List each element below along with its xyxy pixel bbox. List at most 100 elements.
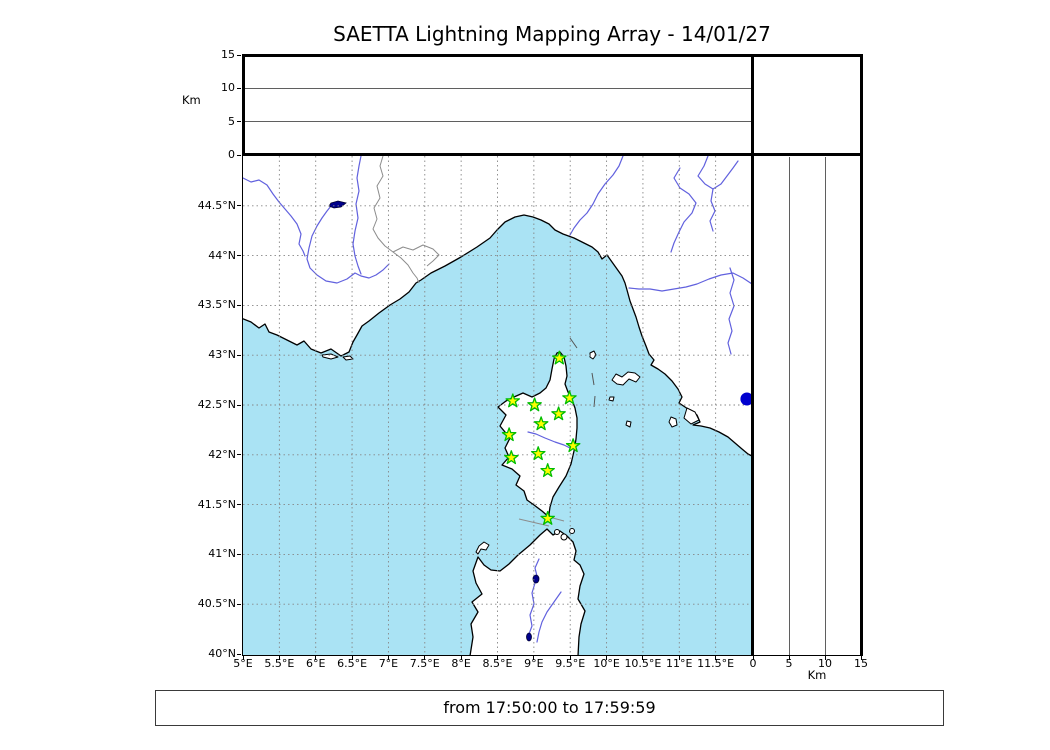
lon-tick: [315, 656, 317, 660]
lat-tick: [237, 454, 241, 456]
lat-tick: [237, 404, 241, 406]
lat-tick-label: 42°N: [208, 447, 236, 461]
altitude-tick-label: 10: [221, 81, 235, 95]
lon-tick-label: 9.5°E: [555, 657, 586, 670]
altitude-right-tick-label: 15: [854, 657, 868, 670]
top-panel-gridline-5km: [245, 121, 751, 122]
sardinia-island: [469, 528, 586, 655]
maddalena-island: [554, 529, 560, 535]
lon-tick: [606, 656, 608, 660]
altitude-tick: [237, 87, 241, 89]
lon-tick: [351, 656, 353, 660]
time-range-text: from 17:50:00 to 17:59:59: [443, 698, 656, 717]
lat-tick-label: 41°N: [208, 547, 236, 561]
lat-tick-label: 43.5°N: [197, 298, 236, 312]
lon-tick-label: 10.5°E: [624, 657, 662, 670]
station-marker: [504, 450, 519, 465]
top-panel-gridline-10km: [245, 88, 751, 89]
lat-tick-label: 40°N: [208, 647, 236, 660]
lon-tick: [642, 656, 644, 660]
lon-tick: [569, 656, 571, 660]
station-marker: [527, 397, 542, 412]
lon-tick-label: 11.5°E: [697, 657, 735, 670]
lon-tick-label: 7.5°E: [409, 657, 440, 670]
altitude-right-tick: [788, 656, 790, 660]
lon-tick: [278, 656, 280, 660]
altitude-tick-label: 0: [228, 148, 235, 161]
lat-tick: [237, 304, 241, 306]
lat-tick: [237, 553, 241, 555]
argentario-peninsula: [683, 407, 700, 425]
altitude-right-unit-label: Km: [807, 668, 827, 682]
lat-tick: [237, 205, 241, 207]
lightning-event-layer: [740, 392, 752, 406]
frame-mid: [242, 153, 863, 156]
map-left-axis: [242, 156, 243, 656]
lat-tick: [237, 603, 241, 605]
lon-tick: [242, 656, 244, 660]
frame-divider: [751, 54, 754, 656]
right-panel-gridline-10km: [825, 157, 826, 655]
lat-tick: [237, 354, 241, 356]
montecristo-island: [625, 420, 632, 428]
lake-coghinas: [532, 574, 540, 584]
small-islands: [321, 350, 700, 428]
lat-tick-label: 43°N: [208, 348, 236, 362]
elba-island: [611, 371, 641, 386]
lon-tick: [460, 656, 462, 660]
lat-tick-label: 44.5°N: [197, 198, 236, 212]
lat-tick: [237, 504, 241, 506]
map-panel: [243, 156, 752, 655]
pianosa-island: [608, 396, 615, 402]
lon-tick: [678, 656, 680, 660]
lon-tick: [533, 656, 535, 660]
altitude-tick: [237, 121, 241, 123]
lightning-event-dot: [740, 392, 752, 406]
station-marker: [533, 416, 549, 431]
station-marker: [540, 463, 555, 478]
altitude-unit-label: Km: [182, 93, 201, 107]
station-marker: [501, 427, 517, 442]
capraia-island: [589, 350, 597, 360]
lon-tick: [424, 656, 426, 660]
altitude-right-tick: [860, 656, 862, 660]
right-panel-gridline-5km: [789, 157, 790, 655]
lon-tick: [387, 656, 389, 660]
plot-title: SAETTA Lightning Mapping Array - 14/01/2…: [333, 22, 771, 46]
station-markers: [501, 350, 581, 525]
station-marker: [562, 390, 577, 405]
lon-tick-label: 5°E: [233, 657, 253, 670]
giglio-island: [668, 416, 678, 428]
hyeres-island: [321, 353, 339, 360]
frame-top: [242, 54, 863, 57]
frame-right: [860, 54, 863, 656]
station-marker: [540, 510, 555, 525]
sardinia-lake: [526, 632, 532, 642]
station-marker: [505, 393, 521, 408]
lat-tick-label: 42.5°N: [197, 398, 236, 411]
altitude-right-tick-label: 10: [818, 657, 832, 670]
station-marker: [530, 446, 546, 461]
lat-tick-label: 40.5°N: [197, 597, 236, 611]
lon-tick-label: 9°E: [524, 657, 544, 670]
bottom-axis: [242, 655, 863, 656]
hyeres-island: [342, 355, 354, 361]
lon-tick-label: 6°E: [305, 657, 326, 670]
lon-tick: [715, 656, 717, 660]
maddalena-island: [560, 533, 568, 541]
station-marker: [565, 438, 581, 453]
altitude-tick-label: 15: [221, 48, 235, 61]
time-range-box: from 17:50:00 to 17:59:59: [155, 690, 944, 726]
latlon-gridlines: [243, 156, 752, 655]
lon-tick-label: 6.5°E: [337, 657, 368, 670]
frame-topleft: [242, 54, 245, 156]
lon-tick-label: 8°E: [451, 657, 471, 670]
station-marker: [551, 406, 566, 421]
lat-tick: [237, 255, 241, 257]
lon-tick: [497, 656, 498, 660]
altitude-right-tick-label: 5: [785, 657, 793, 670]
altitude-right-tick: [752, 656, 754, 660]
lat-tick-label: 41.5°N: [197, 497, 236, 511]
lon-tick-label: 11°E: [666, 657, 693, 670]
